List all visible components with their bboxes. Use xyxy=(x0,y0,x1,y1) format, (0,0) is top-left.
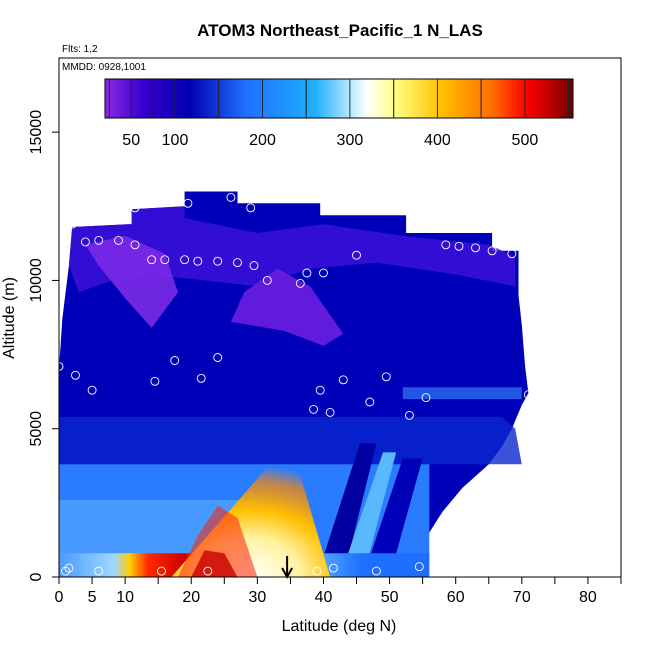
flight-point xyxy=(213,256,223,266)
flight-point xyxy=(338,375,348,385)
y-tick-label: 10000 xyxy=(28,258,45,303)
flight-point xyxy=(94,235,104,245)
flight-point xyxy=(246,203,256,213)
x-tick-label: 10 xyxy=(116,589,134,606)
flight-point xyxy=(71,370,80,380)
flight-point xyxy=(183,198,193,208)
colorbar-ticks: 50 100 200 300 400 500 xyxy=(122,132,538,149)
flight-points xyxy=(54,192,533,576)
flight-point xyxy=(295,278,305,288)
heatmap-purple-patch-center xyxy=(230,268,344,346)
x-tick-label: 50 xyxy=(381,589,399,606)
flight-point xyxy=(309,404,319,414)
flight-point xyxy=(315,385,325,395)
y-tick-label: 0 xyxy=(28,572,45,581)
date-label: MMDD: 0928,1001 xyxy=(62,62,146,73)
y-tick-label: 15000 xyxy=(28,110,45,155)
flight-point xyxy=(507,249,517,259)
colorbar-tick-label: 400 xyxy=(424,132,451,149)
colorbar-tick-label: 500 xyxy=(512,132,539,149)
flight-point xyxy=(233,258,242,268)
x-tick-label: 60 xyxy=(447,589,465,606)
flight-point xyxy=(180,255,190,265)
heatmap-dark-streak-1 xyxy=(316,443,377,577)
flight-point xyxy=(147,255,157,265)
flight-point xyxy=(61,566,71,576)
colorbar-tick-label: 300 xyxy=(337,132,364,149)
heatmap-field xyxy=(59,191,529,577)
colorbar-tick-label: 50 xyxy=(122,132,140,149)
x-tick-label: 70 xyxy=(513,589,531,606)
y-tick-label: 5000 xyxy=(28,411,45,447)
flight-point xyxy=(421,393,431,403)
flight-point xyxy=(312,566,322,576)
flight-point xyxy=(157,566,166,576)
flight-point xyxy=(130,203,140,213)
heatmap-purple-patch-left xyxy=(85,235,178,328)
heatmap-plume-core xyxy=(191,550,238,577)
flight-point xyxy=(249,261,259,271)
flight-point xyxy=(302,268,312,278)
colorbar-bar xyxy=(104,78,574,119)
colorbar-tick-label: 200 xyxy=(249,132,276,149)
y-axis: 0 5000 10000 15000 xyxy=(28,110,59,581)
heatmap-upper-layer xyxy=(68,206,516,293)
flight-point xyxy=(487,246,497,256)
flight-point xyxy=(67,219,77,229)
flight-point xyxy=(414,562,424,572)
y-axis-label: Altitude (m) xyxy=(1,277,18,359)
heatmap-mid-streak xyxy=(402,387,522,400)
heatmap-dark-streak-2 xyxy=(363,458,423,577)
flight-point xyxy=(325,407,335,417)
heatmap-plume-red xyxy=(178,505,258,577)
heatmap-light-streak xyxy=(340,452,397,577)
flight-point xyxy=(404,410,414,420)
flight-point xyxy=(454,241,464,251)
flight-point xyxy=(87,385,97,395)
colorbar-segment-lines xyxy=(108,79,570,118)
flight-point xyxy=(328,563,338,573)
flight-point xyxy=(170,356,180,365)
x-tick-label: 30 xyxy=(248,589,266,606)
flight-point xyxy=(94,566,104,576)
x-tick-label: 20 xyxy=(182,589,200,606)
arrow-head xyxy=(281,567,293,580)
flight-point xyxy=(196,373,206,383)
flight-point xyxy=(441,240,451,250)
flight-point xyxy=(262,275,272,285)
flight-point xyxy=(114,235,123,245)
colorbar-tick-label: 100 xyxy=(162,132,189,149)
x-tick-label: 40 xyxy=(315,589,333,606)
flight-point xyxy=(130,240,140,250)
heatmap-mid-band xyxy=(59,416,522,465)
flight-point xyxy=(203,566,213,576)
x-tick-label: 80 xyxy=(579,589,597,606)
flight-point xyxy=(352,250,361,260)
plot-frame xyxy=(58,57,622,578)
flight-point xyxy=(365,397,375,407)
x-axis: 0 5 10 20 30 40 50 60 70 80 xyxy=(55,577,622,606)
latitude-arrow-marker xyxy=(281,556,293,580)
flight-point xyxy=(80,237,90,247)
x-tick-label: 0 xyxy=(55,589,64,606)
colorbar: 50 100 200 300 400 500 xyxy=(104,78,574,149)
flight-point xyxy=(471,243,480,253)
flight-point xyxy=(213,353,223,362)
flight-point xyxy=(64,563,74,573)
flight-point xyxy=(150,376,160,386)
flights-label: Flts: 1,2 xyxy=(62,44,98,55)
flight-point xyxy=(226,192,236,202)
x-tick-label: 5 xyxy=(88,589,97,606)
flight-point xyxy=(319,268,328,278)
flight-point xyxy=(523,390,533,400)
flight-point xyxy=(160,255,170,265)
chart-title: ATOM3 Northeast_Pacific_1 N_LAS xyxy=(197,21,483,40)
x-axis-label: Latitude (deg N) xyxy=(282,618,397,635)
flight-point xyxy=(381,372,391,382)
flight-point xyxy=(193,256,203,266)
flight-point xyxy=(371,566,381,576)
